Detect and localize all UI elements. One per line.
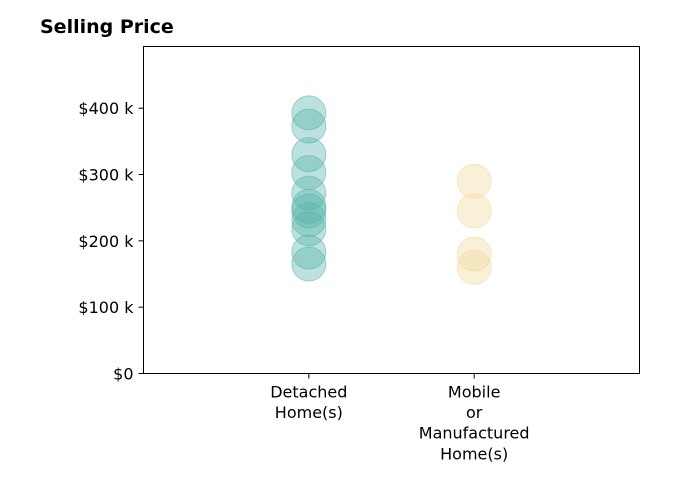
- x-axis: Detached Home(s) Mobile or Manufactured Home(…: [270, 373, 530, 464]
- data-point-1-0: [456, 163, 492, 199]
- y-tick-label-1: $100 k: [78, 298, 134, 317]
- data-point-1-1: [456, 193, 492, 229]
- data-point-1-3: [456, 249, 492, 285]
- y-tick-label-2: $200 k: [78, 232, 134, 251]
- y-tick-label-4: $400 k: [78, 99, 134, 118]
- data-point-0-5: [291, 188, 327, 224]
- data-point-0-0: [291, 95, 327, 131]
- y-tick-label-3: $300 k: [78, 166, 134, 185]
- y-tick-label-0: $0: [113, 365, 133, 384]
- data-point-0-2: [291, 137, 327, 173]
- data-point-0-4: [291, 175, 327, 211]
- data-point-0-10: [291, 246, 327, 282]
- x-tick-label-0: Detached Home(s): [270, 383, 347, 423]
- x-tick-label-1: Mobile or Manufactured Home(s): [419, 383, 530, 464]
- data-points: [291, 95, 492, 285]
- data-point-0-1: [291, 108, 327, 144]
- plot-frame: [143, 46, 640, 374]
- data-point-0-9: [291, 234, 327, 270]
- data-point-0-7: [291, 202, 327, 238]
- y-axis: $0 $100 k $200 k $300 k $400 k: [78, 99, 144, 384]
- chart-title: Selling Price: [40, 16, 174, 38]
- data-point-1-2: [456, 236, 492, 272]
- data-point-0-6: [291, 193, 327, 229]
